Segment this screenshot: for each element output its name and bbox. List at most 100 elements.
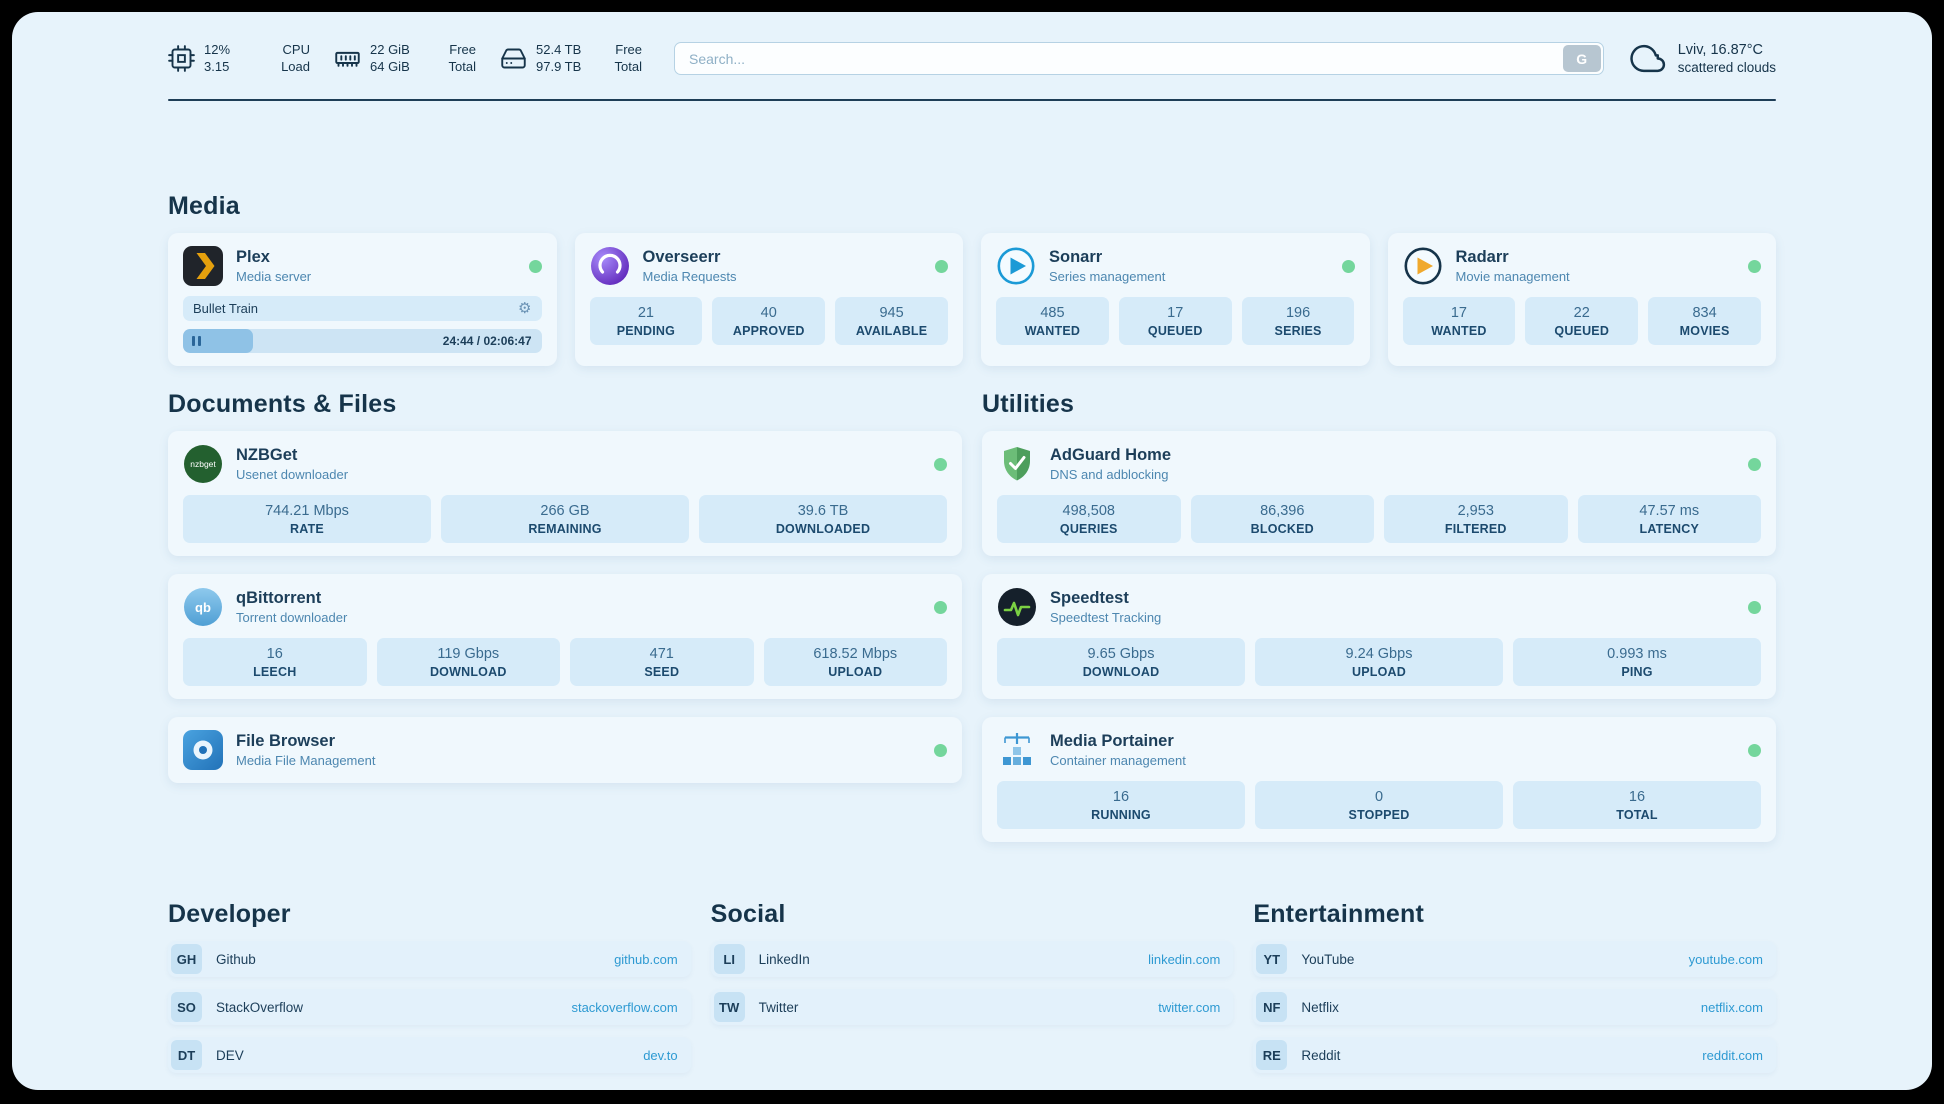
section-media: Media Plex Media server Bullet Train ⚙	[168, 192, 1776, 366]
app-tile-speedtest[interactable]: Speedtest Speedtest Tracking	[997, 587, 1761, 627]
app-subtitle: Series management	[1049, 269, 1166, 284]
stat-rate: 744.21 Mbps RATE	[183, 495, 431, 543]
app-tile-adguard[interactable]: AdGuard Home DNS and adblocking	[997, 444, 1761, 484]
app-subtitle: Container management	[1050, 753, 1186, 768]
portainer-icon	[997, 730, 1037, 770]
disk-stats: 52.4 TB Free 97.9 TB Total	[536, 42, 642, 76]
stat-value: 86,396	[1260, 503, 1305, 519]
link-name: DEV	[216, 1047, 244, 1063]
playback-time: 24:44 / 02:06:47	[442, 334, 532, 348]
stat-blocked: 86,396 BLOCKED	[1190, 495, 1374, 543]
pause-icon[interactable]	[192, 336, 201, 346]
app-title-block: Plex Media server	[236, 248, 311, 284]
link-stackoverflow[interactable]: SO StackOverflow stackoverflow.com	[168, 989, 691, 1025]
link-url: netflix.com	[1700, 999, 1763, 1015]
app-tile-filebrowser[interactable]: File Browser Media File Management	[183, 730, 947, 770]
stat-queued: 17 QUEUED	[1118, 297, 1232, 345]
link-netflix[interactable]: NF Netflix netflix.com	[1253, 989, 1776, 1025]
section-documents: Documents & Files nzbget NZBGet Usenet d…	[168, 390, 962, 783]
disk-widget: 52.4 TB Free 97.9 TB Total	[500, 42, 642, 76]
app-card-adguard: AdGuard Home DNS and adblocking 498,508 …	[982, 431, 1776, 556]
stats-row: 21 PENDING 40 APPROVED 945 AVAILABLE	[589, 297, 949, 345]
search-engine-button[interactable]: G	[1562, 45, 1601, 72]
stat-value: 471	[649, 646, 674, 662]
stat-label: DOWNLOAD	[1082, 665, 1160, 679]
stat-remaining: 266 GB REMAINING	[441, 495, 689, 543]
app-subtitle: Movie management	[1455, 269, 1570, 284]
link-reddit[interactable]: RE Reddit reddit.com	[1253, 1037, 1776, 1073]
link-youtube[interactable]: YT YouTube youtube.com	[1253, 941, 1776, 977]
stat-label: UPLOAD	[828, 665, 883, 679]
app-card-radarr: Radarr Movie management 17 WANTED 22 QUE…	[1387, 233, 1776, 366]
stat-value: 0	[1374, 789, 1384, 805]
app-title-block: AdGuard Home DNS and adblocking	[1050, 446, 1171, 482]
link-name: StackOverflow	[216, 999, 304, 1015]
stat-stopped: 0 STOPPED	[1255, 781, 1503, 829]
status-dot	[1748, 743, 1761, 757]
playback-progress[interactable]: 24:44 / 02:06:47	[183, 329, 542, 353]
app-name: NZBGet	[236, 446, 298, 464]
section-title-media: Media	[168, 192, 240, 220]
app-title-block: qBittorrent Torrent downloader	[236, 589, 347, 625]
app-tile-qbittorrent[interactable]: qb qBittorrent Torrent downloader	[183, 587, 947, 627]
app-tile-overseerr[interactable]: Overseerr Media Requests	[590, 246, 948, 286]
link-url: github.com	[614, 951, 678, 967]
stat-value: 834	[1692, 305, 1717, 321]
github-icon: GH	[171, 944, 202, 974]
stat-label: WANTED	[1431, 324, 1487, 338]
cpu-stats: 12% CPU 3.15 Load	[204, 42, 310, 76]
app-tile-portainer[interactable]: Media Portainer Container management	[997, 730, 1761, 770]
status-dot	[1748, 259, 1761, 273]
nzbget-icon-text: nzbget	[190, 459, 216, 469]
search-input[interactable]	[674, 42, 1604, 75]
link-url: reddit.com	[1702, 1047, 1763, 1063]
stats-row: 485 WANTED 17 QUEUED 196 SERIES	[996, 297, 1355, 345]
radarr-icon	[1403, 246, 1443, 286]
stat-value: 9.65 Gbps	[1087, 646, 1155, 662]
link-twitter[interactable]: TW Twitter twitter.com	[710, 989, 1234, 1025]
app-tile-radarr[interactable]: Radarr Movie management	[1403, 246, 1761, 286]
stat-label: STOPPED	[1348, 808, 1410, 822]
stats-row: 498,508 QUERIES 86,396 BLOCKED 2,953 FIL…	[997, 495, 1761, 543]
stat-value: 945	[879, 305, 904, 321]
stat-value: 16	[1112, 789, 1130, 805]
search-bar: G	[674, 42, 1604, 75]
stats-row: 744.21 Mbps RATE 266 GB REMAINING 39.6 T…	[183, 495, 947, 543]
stat-label: BLOCKED	[1250, 522, 1314, 536]
stat-downloaded: 39.6 TB DOWNLOADED	[699, 495, 947, 543]
cpu-widget: 12% CPU 3.15 Load	[168, 42, 310, 76]
ram-widget: 22 GiB Free 64 GiB Total	[334, 42, 476, 76]
disk-icon	[500, 45, 527, 72]
app-tile-nzbget[interactable]: nzbget NZBGet Usenet downloader	[183, 444, 947, 484]
stat-value: 17	[1167, 305, 1184, 321]
now-playing-row: Bullet Train ⚙	[183, 296, 542, 321]
stat-value: 2,953	[1457, 503, 1494, 519]
adguard-icon	[997, 444, 1037, 484]
cpu-icon	[168, 44, 195, 72]
app-tile-plex[interactable]: Plex Media server	[183, 246, 542, 286]
app-name: Sonarr	[1049, 248, 1103, 266]
app-name: Overseerr	[642, 248, 721, 266]
app-tile-sonarr[interactable]: Sonarr Series management	[996, 246, 1355, 286]
link-name: YouTube	[1301, 951, 1355, 967]
link-linkedin[interactable]: LI LinkedIn linkedin.com	[710, 941, 1234, 977]
link-github[interactable]: GH Github github.com	[168, 941, 691, 977]
app-name: File Browser	[236, 732, 336, 750]
stat-approved: 40 APPROVED	[712, 297, 826, 345]
stats-row: 17 WANTED 22 QUEUED 834 MOVIES	[1402, 297, 1762, 345]
qbittorrent-icon-text: qb	[195, 600, 211, 615]
link-name: Netflix	[1301, 999, 1339, 1015]
stat-pending: 21 PENDING	[589, 297, 703, 345]
link-dev[interactable]: DT DEV dev.to	[168, 1037, 691, 1073]
stat-label: SERIES	[1274, 324, 1322, 338]
stat-upload: 618.52 Mbps UPLOAD	[763, 638, 947, 686]
stat-label: QUERIES	[1059, 522, 1118, 536]
stat-ping: 0.993 ms PING	[1513, 638, 1761, 686]
gear-icon[interactable]: ⚙	[518, 300, 532, 317]
stat-value: 485	[1040, 305, 1065, 321]
section-title-social: Social	[710, 900, 786, 928]
ram-free-label: Free	[449, 41, 476, 57]
app-title-block: Radarr Movie management	[1456, 248, 1570, 284]
stat-label: MOVIES	[1679, 324, 1730, 338]
app-name: Media Portainer	[1050, 732, 1174, 750]
